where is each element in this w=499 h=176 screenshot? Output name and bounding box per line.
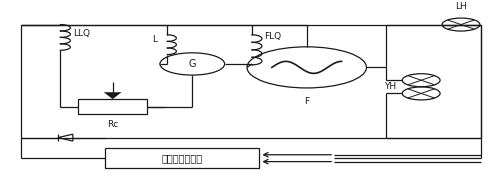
Text: FLQ: FLQ bbox=[264, 32, 281, 41]
Text: L: L bbox=[152, 36, 158, 45]
Polygon shape bbox=[58, 134, 73, 141]
Text: YH: YH bbox=[384, 82, 396, 91]
Bar bbox=[78, 99, 148, 115]
Text: LH: LH bbox=[455, 2, 467, 11]
Text: G: G bbox=[189, 59, 196, 69]
Bar bbox=[105, 148, 259, 168]
Text: 自动励磁调节器: 自动励磁调节器 bbox=[162, 153, 203, 163]
Text: F: F bbox=[304, 96, 309, 105]
Text: LLQ: LLQ bbox=[73, 29, 90, 38]
Polygon shape bbox=[104, 92, 122, 99]
Text: Rc: Rc bbox=[107, 120, 118, 129]
